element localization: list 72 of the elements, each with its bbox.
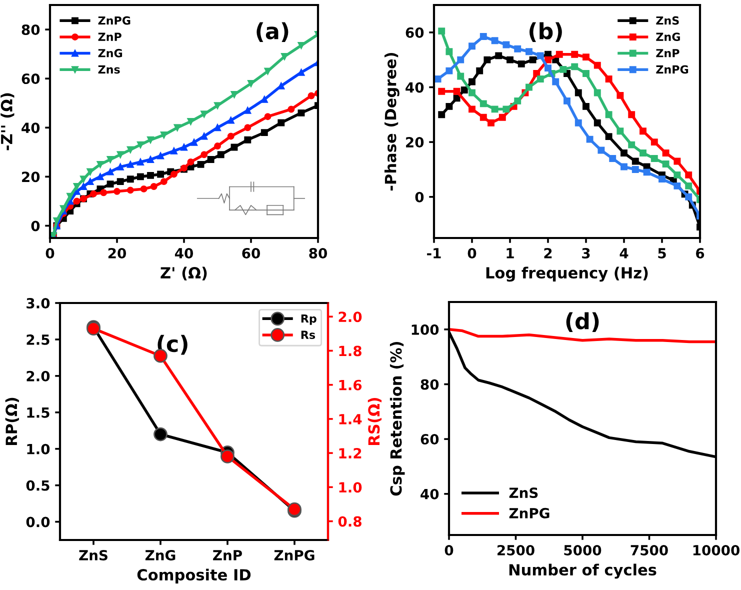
x-tick-label: 2 [544,248,552,258]
x-axis-title: Number of cycles [509,564,656,579]
x-tick-label: 6 [696,248,704,258]
y-tick-label: 0.0 [26,516,50,528]
y2-tick-label: 1.0 [339,482,362,493]
x-tick-label: 60 [242,248,260,258]
legend-label: ZnPG [509,508,550,518]
x-tick-label: 2500 [498,544,534,556]
y-axis-title: -Z'' (Ω) [0,93,14,150]
legend-label: ZnG [98,48,122,58]
x-tick-label: 1 [506,248,514,258]
x-tick-label: 0 [468,248,476,258]
y2-tick-label: 1.6 [339,380,362,390]
legend-label: Zns [98,65,120,74]
legend-label: Rs [301,330,316,340]
x-axis-title: Composite ID [137,568,251,584]
x-tick-label: 0 [444,544,454,556]
y-tick-label: 2.5 [26,334,50,345]
legend-label: Rp [301,314,316,325]
y-tick-label: 40 [22,122,40,134]
legend-label: ZnG [656,32,680,42]
y-tick-label: 1.5 [27,408,50,418]
y2-tick-label: 1.8 [339,346,362,356]
y-tick-label: 1.0 [27,444,50,454]
y-tick-label: 0 [31,220,40,232]
annotation: (b) [530,22,562,42]
y-tick-label: 60 [22,74,40,84]
x-axis-title: Z' (Ω) [160,266,207,280]
y-tick-label: 40 [420,488,439,500]
y-axis-title: RP(Ω) [5,398,19,446]
annotation: (d) [566,312,599,332]
y-tick-label: 20 [22,172,40,182]
x-tick-label: 5 [658,248,666,258]
legend-label: ZnP [98,32,122,41]
y-tick-label: 100 [412,324,439,335]
y2-tick-label: 1.4 [339,414,362,424]
x-tick-label: 10000 [693,544,740,556]
y-tick-label: 60 [406,27,424,38]
y-tick-label: 60 [420,434,439,445]
y-tick-label: 2.0 [26,370,50,382]
legend-label: ZnPG [656,65,688,74]
legend-label: ZnS [509,488,538,498]
x-tick-label: 40 [174,248,193,258]
y-tick-label: 20 [406,137,424,148]
x-tick-label: ZnG [145,550,176,560]
x-tick-label: ZnP [213,550,242,560]
y-tick-label: 80 [420,379,439,390]
y2-tick-label: 2.0 [338,312,362,322]
x-tick-label: 4 [620,248,628,258]
x-tick-label: 7500 [630,544,668,556]
x-tick-label: 5000 [564,544,602,556]
x-tick-label: -1 [427,248,441,258]
y-tick-label: 0 [415,192,424,202]
x-tick-label: 80 [309,248,327,258]
y-tick-label: 0.5 [26,480,50,491]
y-axis-title: Csp Retention (%) [390,342,405,496]
y-tick-label: 3.0 [26,298,50,308]
x-tick-label: ZnPG [274,550,314,560]
x-tick-label: 20 [108,248,126,258]
y-axis-title: -Phase (Degree) [384,52,400,191]
legend-label: ZnP [656,49,680,58]
x-tick-label: 3 [582,248,590,258]
x-tick-label: ZnS [79,550,108,560]
annotation: (a) [256,22,288,42]
y-tick-label: 80 [22,24,40,35]
y-tick-label: 40 [406,82,424,93]
y2-tick-label: 0.8 [338,516,362,527]
legend-label: ZnS [656,16,679,25]
y2-axis-title: RS(Ω) [368,398,382,445]
legend-label: ZnPG [98,16,130,25]
y2-tick-label: 1.2 [339,448,362,458]
x-axis-title: Log frequency (Hz) [486,266,648,282]
